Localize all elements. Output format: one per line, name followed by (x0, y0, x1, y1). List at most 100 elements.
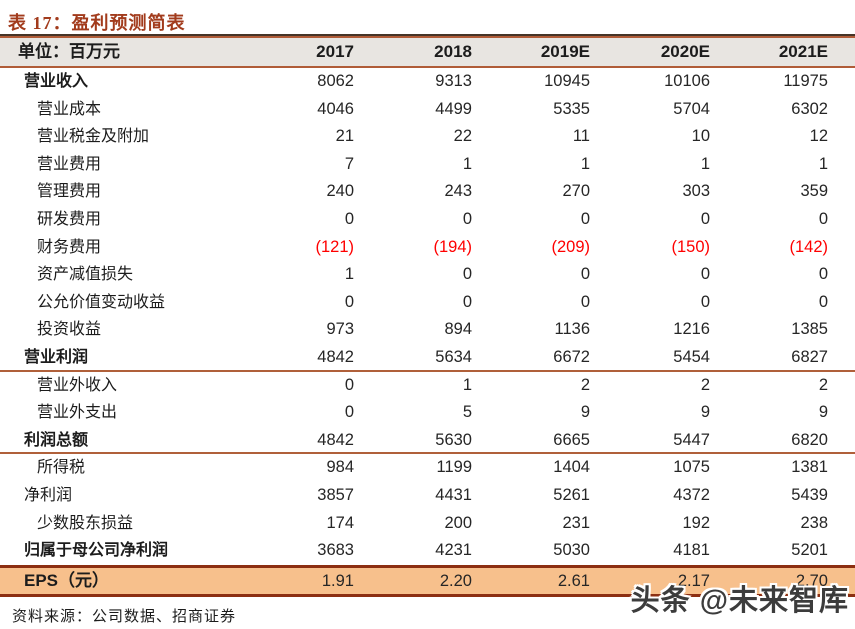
row-label: 净利润 (24, 486, 73, 504)
cell-value: 5454 (673, 347, 710, 366)
cell-value: 1075 (673, 458, 710, 477)
cell-value: 1 (818, 154, 828, 173)
cell-value: 10945 (544, 72, 590, 90)
cell-value: 973 (326, 320, 354, 339)
row-label: 公允价值变动收益 (37, 293, 166, 311)
cell-value: 1385 (791, 320, 828, 339)
row-label: 少数股东损益 (37, 514, 134, 532)
cell-value: 238 (800, 513, 828, 532)
cell-value: 0 (462, 209, 472, 228)
cell-value: 9313 (435, 72, 472, 90)
row-label: 营业税金及附加 (37, 128, 150, 146)
cell-value: 4231 (435, 541, 472, 560)
cell-value: 5335 (553, 99, 590, 118)
eps-value: 2.17 (677, 571, 710, 590)
cell-value: 6672 (553, 347, 590, 366)
cell-value: 11 (572, 127, 590, 146)
cell-value: 0 (700, 209, 710, 228)
eps-value: 2.61 (557, 571, 590, 590)
cell-value: 0 (462, 292, 472, 311)
table-row: 营业成本 4046 4499 5335 5704 6302 (0, 96, 855, 124)
cell-value: 200 (444, 513, 472, 532)
eps-label: EPS（元） (24, 570, 110, 590)
cell-value: 4842 (317, 430, 354, 449)
table-row: 财务费用 (121) (194) (209) (150) (142) (0, 234, 855, 262)
row-label: 所得税 (37, 459, 86, 477)
row-label: 营业收入 (24, 73, 89, 90)
row-label: 归属于母公司净利润 (24, 542, 169, 560)
watermark: 头条 @未来智库 (630, 585, 849, 617)
cell-value: (150) (671, 237, 710, 256)
cell-value: 5704 (673, 99, 710, 118)
cell-value: 5447 (673, 430, 710, 449)
table-body: 营业收入 8062 9313 10945 10106 11975 营业成本 4046 4499 5… (0, 68, 855, 565)
row-label: 营业费用 (37, 155, 102, 173)
row-label: 研发费用 (37, 210, 102, 228)
table-row: 营业外收入 0 1 2 2 2 (0, 372, 855, 400)
cell-value: 4842 (317, 347, 354, 366)
cell-value: 0 (580, 265, 590, 284)
cell-value: 2 (580, 375, 590, 394)
row-label: 财务费用 (37, 238, 102, 256)
cell-value: 9 (818, 403, 828, 422)
cell-value: 5030 (553, 541, 590, 560)
cell-value: 0 (344, 375, 354, 394)
row-label: 营业成本 (37, 100, 102, 118)
eps-value: 2.70 (795, 571, 828, 590)
cell-value: 1216 (673, 320, 710, 339)
table-row: 公允价值变动收益 0 0 0 0 0 (0, 289, 855, 317)
cell-value: 4431 (435, 485, 472, 504)
cell-value: 0 (344, 403, 354, 422)
row-label: 资产减值损失 (37, 266, 134, 284)
cell-value: 3857 (317, 485, 354, 504)
cell-value: 0 (818, 209, 828, 228)
cell-value: 0 (462, 265, 472, 284)
cell-value: 4181 (673, 541, 710, 560)
column-header-2020E: 2020E (660, 42, 710, 61)
cell-value: 1 (462, 154, 472, 173)
table-row: 投资收益 973 894 1136 1216 1385 (0, 316, 855, 344)
cell-value: (194) (433, 237, 472, 256)
column-header-2019E: 2019E (540, 42, 590, 61)
cell-value: 243 (444, 182, 472, 201)
cell-value: 8062 (317, 72, 354, 90)
cell-value: 1381 (791, 458, 828, 477)
cell-value: 4499 (435, 99, 472, 118)
table-row: 研发费用 0 0 0 0 0 (0, 206, 855, 234)
cell-value: 5201 (791, 541, 828, 560)
cell-value: 1 (462, 375, 472, 394)
cell-value: 6302 (791, 99, 828, 118)
table-row: 管理费用 240 243 270 303 359 (0, 178, 855, 206)
unit-label: 单位：百万元 (18, 42, 120, 61)
cell-value: 6665 (553, 430, 590, 449)
cell-value: 5 (462, 403, 472, 422)
cell-value: 3683 (317, 541, 354, 560)
cell-value: 9 (580, 403, 590, 422)
table-row: 营业收入 8062 9313 10945 10106 11975 (0, 68, 855, 96)
cell-value: 270 (562, 182, 590, 201)
column-header-2021E: 2021E (778, 42, 828, 61)
cell-value: 10106 (664, 72, 710, 90)
cell-value: 0 (818, 265, 828, 284)
cell-value: 174 (326, 513, 354, 532)
cell-value: 0 (580, 292, 590, 311)
cell-value: 11975 (783, 72, 828, 90)
cell-value: 12 (809, 127, 828, 146)
table-row: 营业外支出 0 5 9 9 9 (0, 399, 855, 427)
cell-value: (142) (789, 237, 828, 256)
row-label: 投资收益 (37, 321, 102, 339)
source-note: 资料来源：公司数据、招商证券 (12, 608, 237, 625)
cell-value: 5630 (435, 430, 472, 449)
cell-value: (209) (551, 237, 590, 256)
cell-value: (121) (315, 237, 354, 256)
cell-value: 0 (344, 292, 354, 311)
cell-value: 6827 (791, 347, 828, 366)
cell-value: 984 (326, 458, 354, 477)
cell-value: 1404 (553, 458, 590, 477)
cell-value: 1 (344, 265, 354, 284)
table-title: 表 17：盈利预测简表 (0, 0, 855, 36)
cell-value: 10 (691, 127, 710, 146)
table-header-row: 单位：百万元 2017 2018 2019E 2020E 2021E (0, 36, 855, 68)
column-header-2018: 2018 (434, 42, 472, 61)
